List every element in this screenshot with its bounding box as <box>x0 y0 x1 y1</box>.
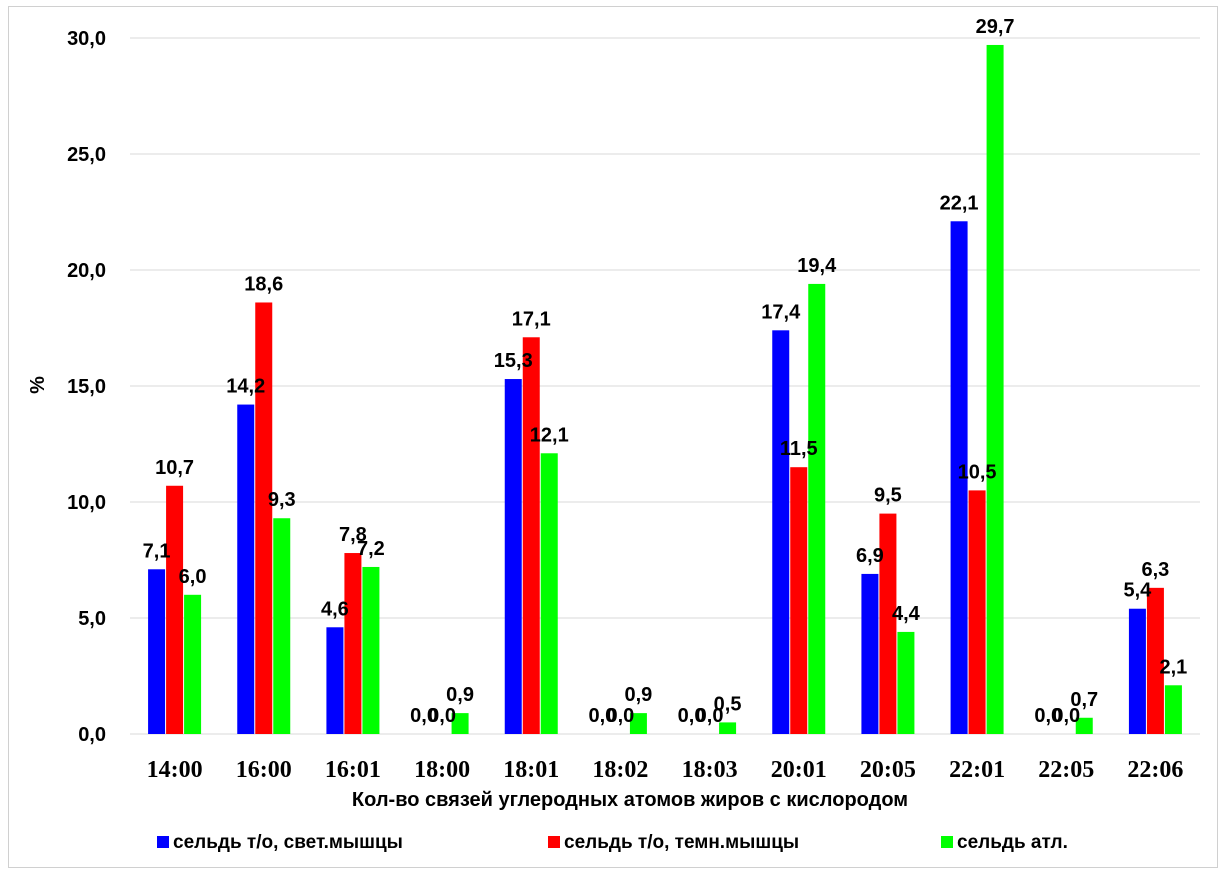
data-label: 0,0 <box>428 705 456 727</box>
x-axis-title: Кол-во связей углеродных атомов жиров с … <box>352 789 908 811</box>
x-tick-label: 14:00 <box>147 757 203 783</box>
data-label: 14,2 <box>226 376 265 398</box>
data-label: 0,0 <box>589 705 617 727</box>
bar <box>879 513 897 734</box>
x-tick-label: 18:02 <box>592 757 648 783</box>
x-tick-label: 18:01 <box>503 757 559 783</box>
data-label: 0,0 <box>1034 705 1062 727</box>
data-label: 5,4 <box>1124 580 1153 602</box>
bar <box>1164 685 1182 734</box>
data-labels: 7,110,76,014,218,69,34,67,87,20,00,00,91… <box>143 16 1188 727</box>
x-tick-label: 20:01 <box>771 757 827 783</box>
data-label: 6,3 <box>1142 559 1170 581</box>
bar <box>808 283 826 734</box>
y-axis-ticks: 0,0 5,0 10,0 15,0 20,0 25,0 30,0 <box>67 28 106 746</box>
bar <box>772 330 790 734</box>
data-label: 10,7 <box>155 457 194 479</box>
y-tick-label: 15,0 <box>67 376 106 398</box>
data-label: 18,6 <box>244 273 283 295</box>
legend: сельдь т/о, свет.мышцы сельдь т/о, темн.м… <box>157 832 1068 853</box>
data-label: 0,0 <box>678 705 706 727</box>
data-label: 0,0 <box>696 705 724 727</box>
legend-label: сельдь т/о, темн.мышцы <box>564 832 799 853</box>
data-label: 7,1 <box>143 540 171 562</box>
y-tick-label: 20,0 <box>67 260 106 282</box>
data-label: 0,0 <box>1052 705 1080 727</box>
bar <box>1146 587 1164 734</box>
y-axis-title: % <box>27 376 49 394</box>
x-tick-label: 18:00 <box>414 757 470 783</box>
data-label: 0,9 <box>625 684 653 706</box>
data-label: 9,3 <box>268 489 296 511</box>
data-label: 0,7 <box>1070 689 1098 711</box>
data-label: 10,5 <box>958 461 997 483</box>
x-tick-label: 22:01 <box>949 757 1005 783</box>
bar <box>326 627 344 734</box>
x-tick-label: 20:05 <box>860 757 916 783</box>
y-tick-label: 5,0 <box>78 608 106 630</box>
bar <box>1128 608 1146 734</box>
y-tick-label: 0,0 <box>78 724 106 746</box>
bar <box>184 594 202 734</box>
bar <box>986 44 1004 734</box>
legend-swatch <box>941 836 953 848</box>
chart-frame <box>8 6 1218 868</box>
data-label: 29,7 <box>976 16 1015 38</box>
x-tick-label: 18:03 <box>682 757 738 783</box>
bars <box>148 44 1182 734</box>
bar <box>968 490 986 734</box>
data-label: 9,5 <box>874 485 902 507</box>
data-label: 4,6 <box>321 598 349 620</box>
x-tick-label: 22:06 <box>1127 757 1183 783</box>
bar <box>540 453 558 734</box>
data-label: 7,2 <box>357 538 385 560</box>
bar <box>273 518 291 734</box>
bar <box>950 221 968 734</box>
data-label: 11,5 <box>780 438 818 460</box>
bar <box>790 467 808 734</box>
x-tick-label: 22:05 <box>1038 757 1094 783</box>
data-label: 17,4 <box>761 301 801 323</box>
bar <box>1075 717 1093 734</box>
legend-swatch <box>157 836 169 848</box>
legend-label: сельдь т/о, свет.мышцы <box>173 832 403 853</box>
bar <box>719 722 737 734</box>
data-label: 2,1 <box>1160 656 1188 678</box>
x-tick-label: 16:01 <box>325 757 381 783</box>
data-label: 0,0 <box>607 705 635 727</box>
bar <box>451 713 469 734</box>
y-tick-label: 25,0 <box>67 144 106 166</box>
bar <box>362 566 380 734</box>
bar <box>504 379 522 734</box>
bar <box>522 337 540 734</box>
x-axis-ticks: 14:00 16:00 16:01 18:00 18:01 18:02 18:03 20:01… <box>147 757 1184 783</box>
bar <box>861 573 879 734</box>
data-label: 0,9 <box>446 684 474 706</box>
data-label: 6,0 <box>179 566 207 588</box>
bar <box>166 485 184 734</box>
gridlines <box>130 37 1200 735</box>
data-label: 4,4 <box>892 603 921 625</box>
x-tick-label: 16:00 <box>236 757 292 783</box>
data-label: 0,5 <box>714 693 742 715</box>
data-label: 15,3 <box>494 350 533 372</box>
data-label: 19,4 <box>797 255 837 277</box>
y-tick-label: 10,0 <box>67 492 106 514</box>
bar <box>255 302 273 734</box>
bar <box>629 713 647 734</box>
data-label: 17,1 <box>512 308 551 330</box>
data-label: 6,9 <box>856 545 884 567</box>
data-label: 12,1 <box>530 424 569 446</box>
data-label: 22,1 <box>940 192 979 214</box>
legend-label: сельдь атл. <box>957 832 1068 853</box>
data-label: 7,8 <box>339 524 367 546</box>
bar <box>344 553 362 734</box>
bar <box>148 569 166 734</box>
bar <box>897 631 915 734</box>
data-label: 0,0 <box>410 705 438 727</box>
bar <box>237 404 255 734</box>
y-tick-label: 30,0 <box>67 28 106 50</box>
legend-swatch <box>548 836 560 848</box>
